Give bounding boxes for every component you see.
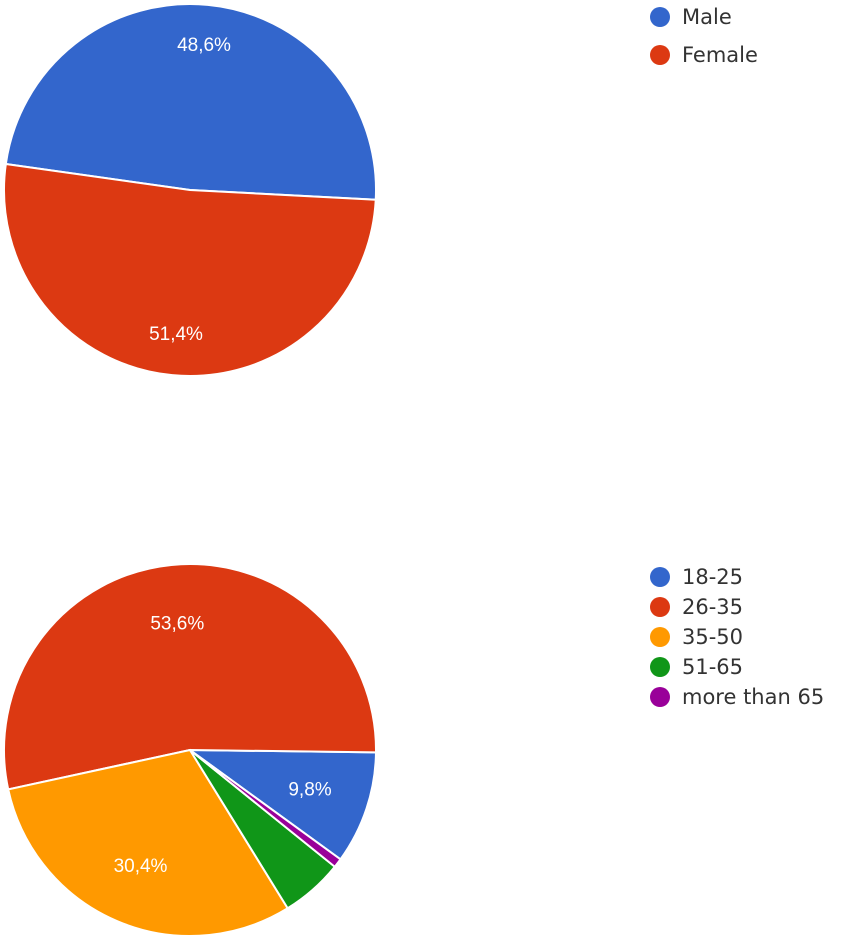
pie-slice-more-than-65 [189,749,342,869]
data-label-female: 51,4% [149,324,203,345]
legend-label-51-65: 51-65 [682,655,743,679]
legend-label-35-50: 35-50 [682,625,743,649]
legend-label-18-25: 18-25 [682,565,743,589]
age-pie-chart: 9,8% 53,6% 30,4% [3,563,378,937]
age-legend: 18-25 26-35 35-50 51-65 more than 65 [650,565,824,709]
legend-item-18-25: 18-25 [650,565,743,589]
legend-label-female: Female [682,43,758,67]
legend-marker-more-than-65 [650,687,670,707]
legend-marker-51-65 [650,657,670,677]
legend-marker-male [650,7,670,27]
legend-marker-26-35 [650,597,670,617]
legend-item-51-65: 51-65 [650,655,743,679]
legend-label-more-than-65: more than 65 [682,685,824,709]
gender-legend: Male Female [650,5,758,67]
legend-label-male: Male [682,5,732,29]
data-label-26-35: 53,6% [150,614,204,635]
legend-marker-18-25 [650,567,670,587]
gender-pie-chart: 48,6% 51,4% [3,3,377,377]
legend-item-more-than-65: more than 65 [650,685,824,709]
legend-item-26-35: 26-35 [650,595,743,619]
pie-slice-female [3,162,377,377]
legend-item-male: Male [650,5,732,29]
data-label-18-25: 9,8% [288,779,331,800]
pie-slice-male [4,3,377,201]
legend-item-female: Female [650,43,758,67]
legend-label-26-35: 26-35 [682,595,743,619]
pie-slice-26-35 [3,563,377,791]
data-label-male: 48,6% [177,35,231,56]
legend-marker-female [650,45,670,65]
legend-marker-35-50 [650,627,670,647]
data-label-35-50: 30,4% [114,856,168,877]
legend-item-35-50: 35-50 [650,625,743,649]
pie-slice-18-25 [186,748,378,861]
